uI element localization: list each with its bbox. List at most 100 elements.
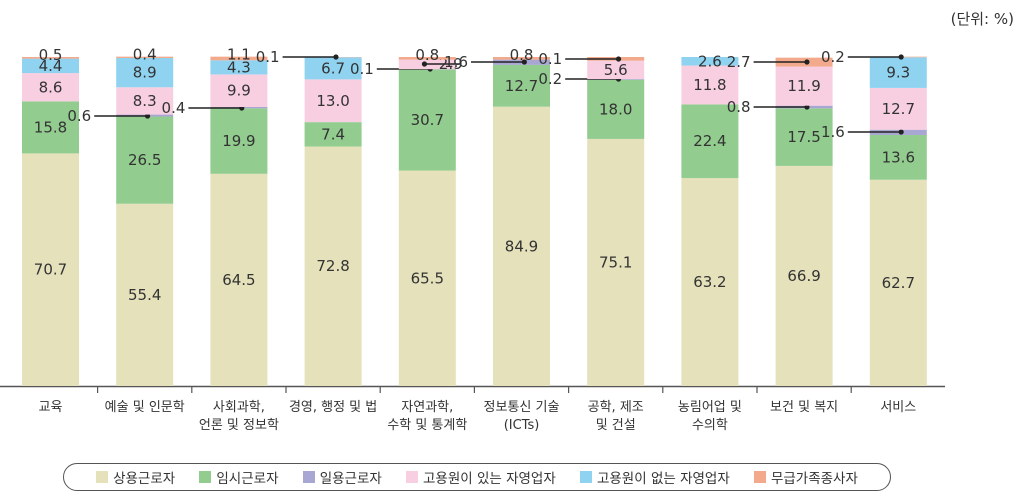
bar-segment xyxy=(116,116,174,204)
data-label: 1.6 xyxy=(821,123,845,141)
data-label: 9.9 xyxy=(227,82,251,100)
leader-dot xyxy=(615,56,622,62)
leader-dot xyxy=(521,59,527,65)
legend-item: 임시근로자 xyxy=(199,467,279,487)
leader-dot xyxy=(804,59,810,65)
category-label: 예술 및 인문학 xyxy=(105,400,185,415)
data-label: 72.8 xyxy=(316,257,349,275)
data-label: 12.7 xyxy=(505,77,538,95)
data-label: 22.4 xyxy=(693,132,726,150)
legend-item: 상용근로자 xyxy=(96,467,175,487)
data-label: 13.0 xyxy=(316,92,349,110)
category-label: 사회과학, xyxy=(213,400,265,415)
bar-segment xyxy=(116,56,174,58)
category-label: 언론 및 정보학 xyxy=(199,418,279,433)
data-label: 1.1 xyxy=(227,46,251,64)
leader-dot xyxy=(898,129,904,135)
data-label: 65.5 xyxy=(411,269,444,287)
legend-item: 무급가족종사자 xyxy=(753,467,858,487)
data-label: 18.0 xyxy=(599,100,632,118)
legend-label: 일용근로자 xyxy=(319,471,382,487)
bar-segment xyxy=(587,79,645,139)
legend-label: 상용근로자 xyxy=(113,471,176,487)
category-label: 서비스 xyxy=(880,400,916,415)
data-label: 1.6 xyxy=(444,53,468,71)
bar-segment xyxy=(493,64,550,107)
data-label: 64.5 xyxy=(222,271,255,289)
bar-segment xyxy=(210,56,268,61)
stacked-bar-chart: 70.715.88.64.40.5교육55.426.50.68.38.90.4예… xyxy=(0,46,945,433)
bar-segment xyxy=(210,74,268,108)
data-label: 63.2 xyxy=(693,273,726,291)
legend-swatch xyxy=(579,471,592,483)
data-label: 75.1 xyxy=(599,253,632,271)
legend-swatch xyxy=(199,471,212,483)
category-label: 경영, 행정 및 법 xyxy=(289,399,377,415)
leader-dot xyxy=(144,113,151,119)
bar-segment xyxy=(22,73,79,102)
bar-segment xyxy=(587,60,645,80)
data-label: 30.7 xyxy=(411,111,444,129)
bar-segment xyxy=(22,58,79,74)
category-label: 수의학 xyxy=(692,418,728,433)
data-label: 17.5 xyxy=(787,128,820,146)
data-label: 2.7 xyxy=(727,53,751,71)
bar-segment xyxy=(116,203,174,386)
data-label: 19.9 xyxy=(222,132,255,150)
bar-segment xyxy=(398,57,456,60)
data-label: 0.8 xyxy=(510,46,534,64)
unit-label: (단위: %) xyxy=(950,10,1014,28)
data-label: 4.3 xyxy=(227,58,251,76)
category-label: 농림어업 및 xyxy=(678,400,742,415)
data-label: 2.6 xyxy=(698,52,722,70)
data-label: 11.9 xyxy=(787,77,820,95)
legend-swatch xyxy=(753,471,766,483)
data-label: 0.4 xyxy=(162,99,186,117)
legend-label: 무급가족종사자 xyxy=(770,471,858,487)
category-label: 자연과학, xyxy=(401,400,453,415)
legend: 상용근로자 임시근로자 일용근로자 고용원이 있는 자영업자 고용원이 없는 자영업자 무… xyxy=(63,463,891,491)
data-label: 66.9 xyxy=(787,267,820,285)
bar-segment xyxy=(681,57,739,66)
data-label: 0.5 xyxy=(39,46,63,64)
data-label: 70.7 xyxy=(34,261,67,279)
data-label: 26.5 xyxy=(128,151,161,169)
data-label: 0.8 xyxy=(415,46,439,64)
data-label: 0.4 xyxy=(133,46,157,64)
leader-dot xyxy=(804,104,810,110)
data-label: 0.8 xyxy=(727,98,751,116)
data-label: 6.7 xyxy=(321,59,345,77)
bar-segment xyxy=(22,57,79,59)
bar-segment xyxy=(869,179,927,386)
legend-swatch xyxy=(302,471,315,483)
bar-segment xyxy=(304,57,362,80)
category-label: 정보통신 기술 xyxy=(484,400,560,415)
bar-segment xyxy=(493,57,550,60)
data-label: 0.2 xyxy=(821,48,845,66)
category-label: 수학 및 통계학 xyxy=(387,418,467,433)
data-label: 8.3 xyxy=(133,92,157,110)
data-label: 4.4 xyxy=(39,57,63,75)
category-label: (ICTs) xyxy=(504,418,540,433)
data-label: 9.3 xyxy=(886,64,910,82)
bar-segment xyxy=(775,165,833,386)
legend-item: 일용근로자 xyxy=(302,467,382,487)
legend-label: 임시근로자 xyxy=(216,471,279,487)
bar-segment xyxy=(210,60,268,75)
data-label: 62.7 xyxy=(882,274,915,292)
bar-segment xyxy=(116,57,174,88)
legend-label: 고용원이 있는 자영업자 xyxy=(422,471,556,487)
bar-segment xyxy=(210,108,268,174)
data-label: 5.6 xyxy=(604,61,628,79)
category-label: 보건 및 복지 xyxy=(770,400,838,415)
legend-item: 고용원이 없는 자영업자 xyxy=(579,467,730,487)
data-label: 84.9 xyxy=(505,237,538,255)
data-label: 12.7 xyxy=(882,100,915,118)
bar-segment xyxy=(869,87,927,130)
legend-label: 고용원이 없는 자영업자 xyxy=(596,471,730,487)
bar-segment xyxy=(304,146,362,386)
legend-swatch xyxy=(96,471,109,483)
data-label: 13.6 xyxy=(882,148,915,166)
bar-segment xyxy=(116,87,174,115)
data-label: 0.6 xyxy=(67,107,91,125)
